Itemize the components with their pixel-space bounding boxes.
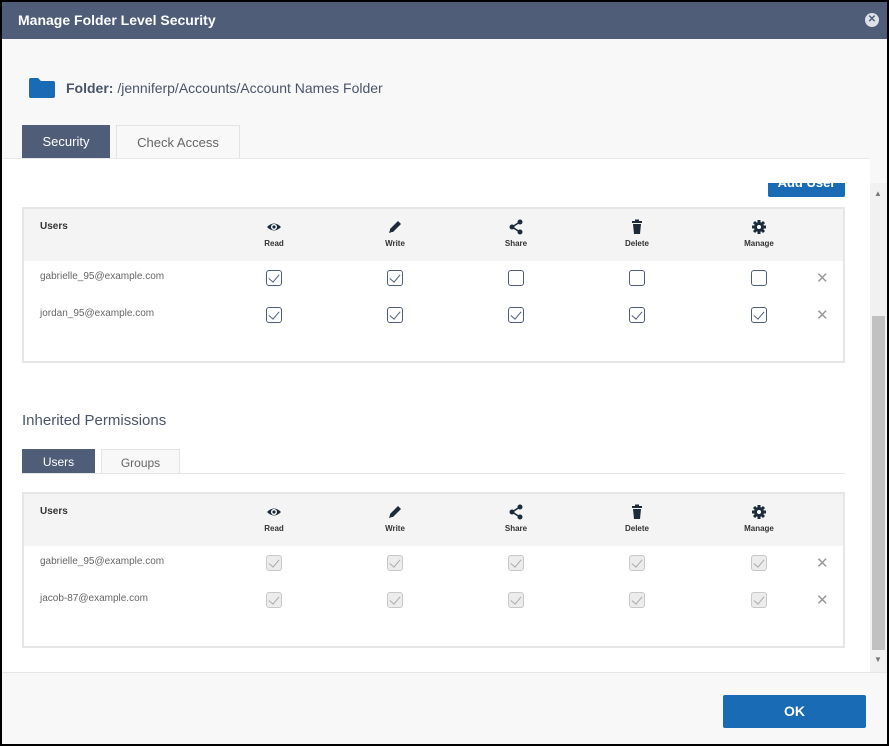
- delete-column-header: Delete: [607, 219, 667, 248]
- scroll-content: Add User Users Read Write Share Delete Manage…: [2, 183, 870, 672]
- delete-checkbox[interactable]: [629, 307, 645, 323]
- share-label: Share: [504, 239, 528, 248]
- manage-checkbox[interactable]: [751, 307, 767, 323]
- delete-checkbox[interactable]: [629, 270, 645, 286]
- table-header: Users Read Write Share Delete Manage: [24, 209, 843, 261]
- delete-checkbox: [629, 592, 645, 608]
- manage-checkbox: [751, 592, 767, 608]
- dialog-titlebar: Manage Folder Level Security ✕: [2, 2, 887, 39]
- trash-icon: [632, 219, 642, 234]
- folder-info: Folder: /jenniferp/Accounts/Account Name…: [28, 77, 383, 99]
- remove-user-icon[interactable]: ✕: [816, 270, 829, 287]
- read-label: Read: [264, 239, 284, 248]
- share-icon: [509, 219, 523, 235]
- dialog-title: Manage Folder Level Security: [18, 12, 216, 28]
- dialog-footer: OK: [2, 672, 887, 744]
- trash-icon: [632, 504, 642, 519]
- folder-path: /jenniferp/Accounts/Account Names Folder: [117, 80, 383, 96]
- scrollbar[interactable]: ▲ ▼: [870, 183, 887, 672]
- table-row: gabrielle_95@example.com ✕: [24, 546, 843, 583]
- pencil-icon: [389, 506, 401, 518]
- scroll-down-arrow-icon[interactable]: ▼: [874, 655, 882, 664]
- tab-divider: [22, 473, 845, 474]
- read-checkbox[interactable]: [266, 307, 282, 323]
- pencil-icon: [389, 221, 401, 233]
- eye-icon: [267, 223, 281, 231]
- share-checkbox: [508, 592, 524, 608]
- write-label: Write: [385, 239, 405, 248]
- inherited-table: Users Read Write Share Delete Manage gabrielle…: [22, 492, 845, 648]
- remove-user-icon[interactable]: ✕: [816, 555, 829, 572]
- read-column-header: Read: [244, 504, 304, 533]
- read-checkbox[interactable]: [266, 270, 282, 286]
- share-icon: [509, 504, 523, 520]
- table-row: gabrielle_95@example.com ✕: [24, 261, 843, 298]
- delete-checkbox: [629, 555, 645, 571]
- write-checkbox[interactable]: [387, 307, 403, 323]
- eye-icon: [267, 508, 281, 516]
- ok-button[interactable]: OK: [723, 695, 866, 728]
- users-column-header: Users: [40, 221, 68, 232]
- folder-icon: [29, 78, 55, 98]
- inherited-tabs: Users Groups: [22, 449, 180, 474]
- content-top: [2, 158, 870, 183]
- security-table: Users Read Write Share Delete Manage gabrielle…: [22, 207, 845, 363]
- table-spacer: [24, 620, 843, 646]
- share-checkbox[interactable]: [508, 307, 524, 323]
- gear-icon: [752, 505, 766, 519]
- remove-user-icon[interactable]: ✕: [816, 307, 829, 324]
- main-tabs: Security Check Access: [22, 125, 240, 158]
- user-email: jordan_95@example.com: [40, 308, 155, 319]
- user-email: jacob-87@example.com: [40, 593, 148, 604]
- tab-users[interactable]: Users: [22, 449, 95, 474]
- manage-column-header: Manage: [729, 504, 789, 533]
- tab-check-access[interactable]: Check Access: [116, 125, 240, 158]
- close-icon[interactable]: ✕: [865, 13, 879, 27]
- manage-checkbox[interactable]: [751, 270, 767, 286]
- read-label: Read: [264, 524, 284, 533]
- table-row: jacob-87@example.com ✕: [24, 583, 843, 620]
- table-row: jordan_95@example.com ✕: [24, 298, 843, 335]
- share-label: Share: [504, 524, 528, 533]
- tab-security[interactable]: Security: [22, 125, 110, 158]
- add-user-button[interactable]: Add User: [768, 183, 845, 197]
- manage-column-header: Manage: [729, 219, 789, 248]
- write-label: Write: [385, 524, 405, 533]
- read-checkbox: [266, 592, 282, 608]
- share-column-header: Share: [486, 504, 546, 533]
- delete-label: Delete: [624, 524, 649, 533]
- folder-label: Folder:: [66, 80, 114, 96]
- user-email: gabrielle_95@example.com: [40, 271, 165, 282]
- write-checkbox[interactable]: [387, 270, 403, 286]
- delete-column-header: Delete: [607, 504, 667, 533]
- read-checkbox: [266, 555, 282, 571]
- delete-label: Delete: [624, 239, 649, 248]
- write-checkbox: [387, 555, 403, 571]
- tab-groups[interactable]: Groups: [101, 449, 180, 474]
- remove-user-icon[interactable]: ✕: [816, 592, 829, 609]
- write-column-header: Write: [365, 504, 425, 533]
- table-header: Users Read Write Share Delete Manage: [24, 494, 843, 546]
- table-spacer: [24, 335, 843, 361]
- manage-checkbox: [751, 555, 767, 571]
- write-checkbox: [387, 592, 403, 608]
- scrollbar-thumb[interactable]: [872, 316, 885, 650]
- share-column-header: Share: [486, 219, 546, 248]
- manage-label: Manage: [744, 524, 774, 533]
- read-column-header: Read: [244, 219, 304, 248]
- share-checkbox[interactable]: [508, 270, 524, 286]
- write-column-header: Write: [365, 219, 425, 248]
- manage-label: Manage: [744, 239, 774, 248]
- scroll-up-arrow-icon[interactable]: ▲: [874, 189, 882, 198]
- user-email: gabrielle_95@example.com: [40, 556, 165, 567]
- inherited-permissions-heading: Inherited Permissions: [22, 412, 167, 429]
- users-column-header: Users: [40, 506, 68, 517]
- gear-icon: [752, 220, 766, 234]
- share-checkbox: [508, 555, 524, 571]
